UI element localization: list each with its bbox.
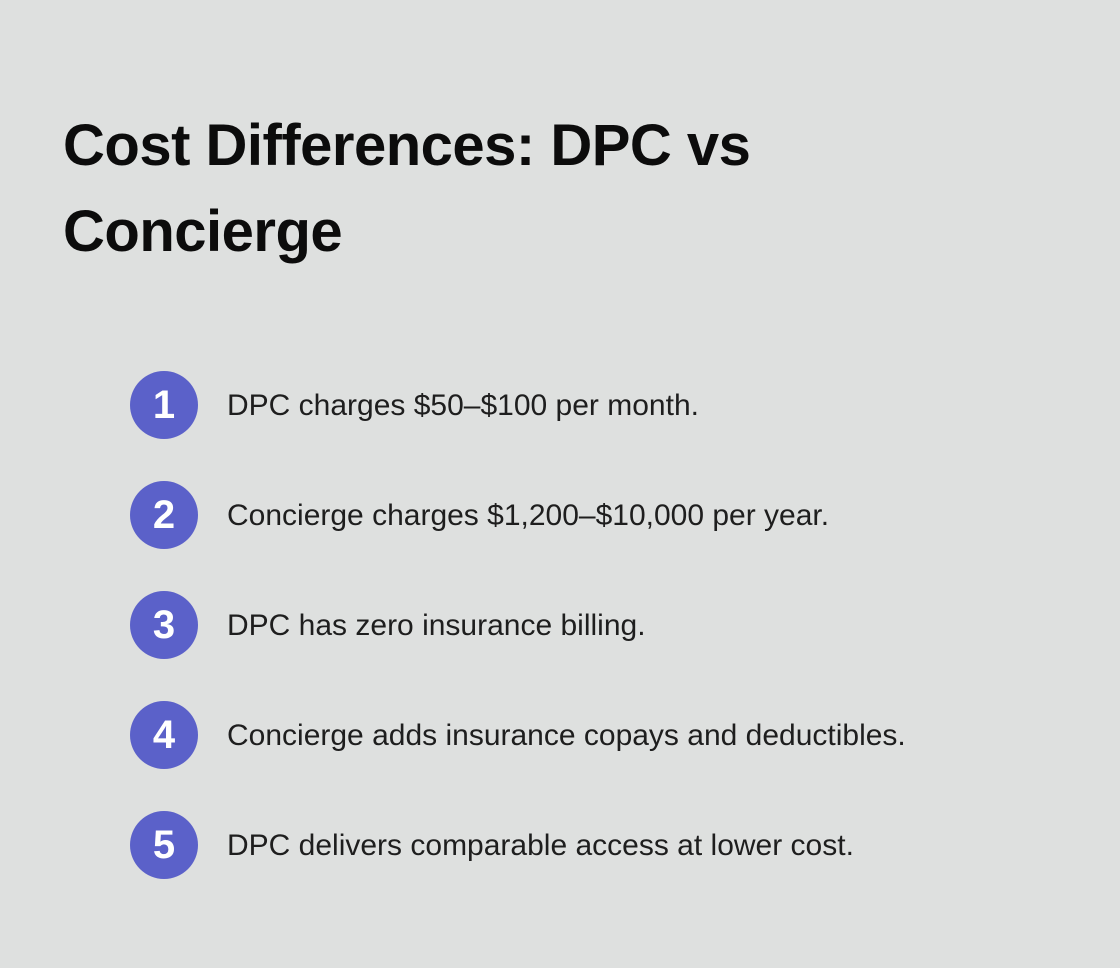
page-title-line-1: Cost Differences: DPC vs: [63, 113, 751, 178]
list-item-text-5: DPC delivers comparable access at lower …: [227, 828, 854, 862]
number-badge-5: 5: [130, 811, 198, 879]
list-item-text-1: DPC charges $50–$100 per month.: [227, 388, 699, 422]
list-item-2: 2 Concierge charges $1,200–$10,000 per y…: [130, 481, 906, 549]
list-item-text-3: DPC has zero insurance billing.: [227, 608, 646, 642]
page-title-line-2: Concierge: [63, 199, 343, 264]
numbered-list: 1 DPC charges $50–$100 per month. 2 Conc…: [130, 371, 906, 879]
number-badge-4: 4: [130, 701, 198, 769]
list-item-text-4: Concierge adds insurance copays and dedu…: [227, 718, 906, 752]
number-badge-1: 1: [130, 371, 198, 439]
number-badge-3: 3: [130, 591, 198, 659]
list-item-text-2: Concierge charges $1,200–$10,000 per yea…: [227, 498, 830, 532]
list-item-4: 4 Concierge adds insurance copays and de…: [130, 701, 906, 769]
list-item-3: 3 DPC has zero insurance billing.: [130, 591, 906, 659]
page-title: Cost Differences: DPC vs Concierge: [63, 103, 751, 275]
number-badge-2: 2: [130, 481, 198, 549]
list-item-1: 1 DPC charges $50–$100 per month.: [130, 371, 906, 439]
list-item-5: 5 DPC delivers comparable access at lowe…: [130, 811, 906, 879]
